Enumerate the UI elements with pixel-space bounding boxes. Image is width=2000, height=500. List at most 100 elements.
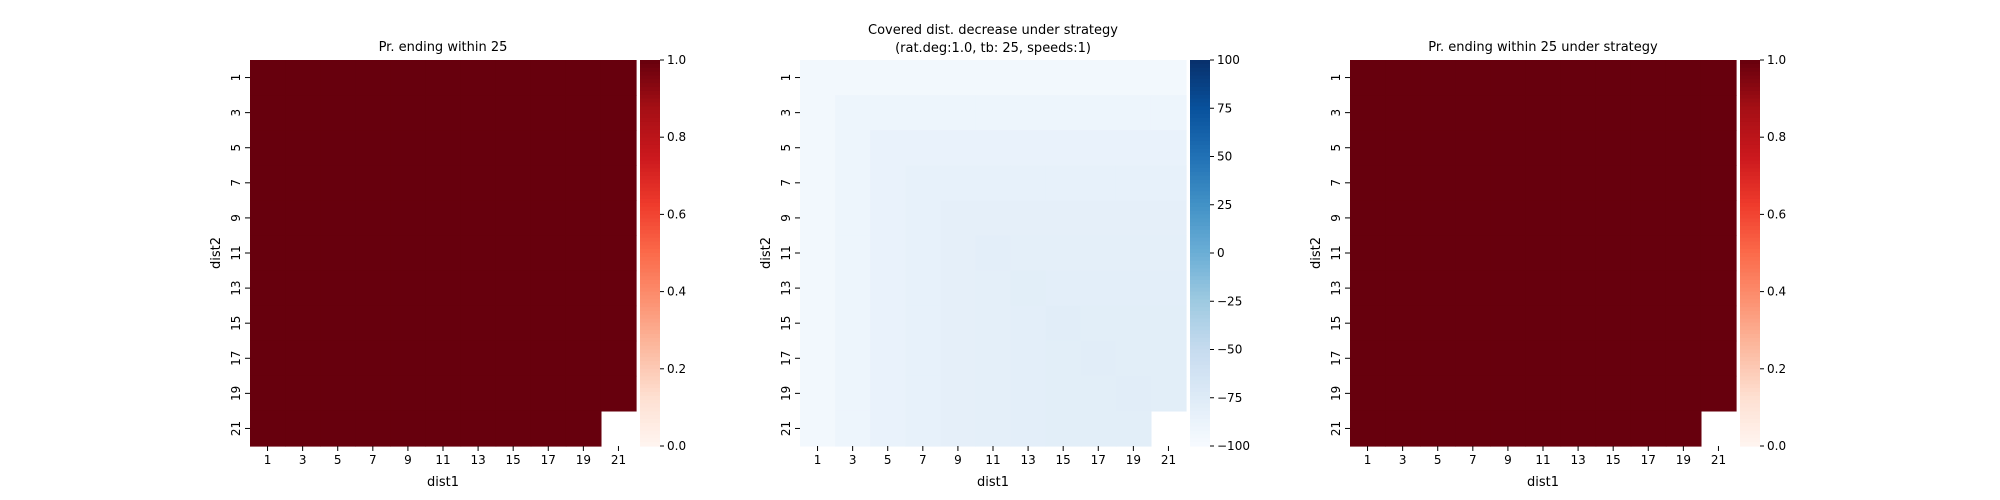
heatmap-cell	[1420, 340, 1456, 377]
colorbar-segment	[1190, 376, 1210, 381]
heatmap-cell	[835, 95, 871, 131]
colorbar-segment	[1190, 276, 1210, 281]
colorbar-segment	[1740, 434, 1760, 439]
colorbar-segment	[1740, 303, 1760, 308]
x-tick-label: 15	[1606, 453, 1621, 467]
colorbar-tick-label: 0.8	[667, 130, 686, 144]
colorbar-segment	[1190, 87, 1210, 92]
colorbar-segment	[640, 175, 660, 181]
x-tick-label: 1	[1364, 453, 1372, 467]
heatmap-cell	[1115, 130, 1152, 166]
x-tick-label: 21	[1161, 453, 1176, 467]
heatmap-cell	[1045, 375, 1082, 412]
heatmap-cell	[425, 305, 462, 342]
y-tick-label: 7	[229, 179, 243, 187]
colorbar-segment	[640, 345, 660, 351]
heatmap-cell	[800, 270, 836, 307]
heatmap-cell	[940, 60, 977, 96]
colorbar-segment	[1190, 291, 1210, 297]
colorbar-segment	[1190, 129, 1210, 134]
heatmap-cell	[940, 165, 977, 201]
heatmap-cell	[835, 270, 871, 307]
heatmap-cell	[565, 165, 602, 201]
heatmap-panel-2: Covered dist. decrease under strategy (ra…	[759, 23, 1250, 490]
colorbar-segment	[1740, 129, 1760, 134]
colorbar-segment	[640, 125, 660, 131]
heatmap-cell	[1080, 375, 1117, 412]
heatmap-cell	[1455, 60, 1491, 96]
heatmap-cell	[1150, 200, 1187, 237]
heatmap-cell	[1665, 305, 1702, 342]
x-tick-label: 17	[1091, 453, 1106, 467]
heatmap-cell	[1420, 165, 1456, 201]
colorbar-segment	[1190, 399, 1210, 405]
y-tick-label: 1	[229, 74, 243, 82]
heatmap-cell	[1525, 375, 1562, 412]
heatmap-cell	[530, 410, 567, 447]
heatmap-cell	[460, 200, 497, 237]
heatmap-cell	[285, 235, 321, 272]
colorbar-tick-label: 0.6	[1767, 207, 1786, 221]
colorbar-segment	[640, 322, 660, 327]
colorbar-segment	[1190, 171, 1210, 177]
heatmap-cell	[1595, 305, 1632, 342]
colorbar-segment	[1190, 349, 1210, 354]
colorbar-segment	[640, 299, 660, 304]
colorbar-segment	[1190, 141, 1210, 146]
heatmap-cell	[1150, 95, 1187, 131]
heatmap-cell	[425, 95, 462, 131]
heatmap-cell	[975, 130, 1012, 166]
heatmap-cell	[870, 60, 906, 96]
colorbar-segment	[1740, 229, 1760, 235]
heatmap-cell	[1700, 130, 1737, 166]
heatmap-cell	[1080, 305, 1117, 342]
heatmap-cell	[870, 270, 906, 307]
colorbar-segment	[1190, 125, 1210, 131]
colorbar-segment	[1190, 391, 1210, 397]
heatmap-cell	[1115, 235, 1152, 272]
heatmap-cell	[1010, 305, 1047, 342]
colorbar-segment	[640, 171, 660, 177]
heatmap-cell	[1385, 340, 1421, 377]
colorbar-segment	[1740, 260, 1760, 266]
heatmap-cell	[320, 95, 356, 131]
colorbar-segment	[1190, 160, 1210, 165]
colorbar-segment	[640, 388, 660, 393]
colorbar-segment	[1740, 345, 1760, 351]
colorbar-segment	[1740, 318, 1760, 324]
heatmap-cell	[565, 305, 602, 342]
colorbar-tick-label: 0.4	[667, 285, 686, 299]
colorbar-tick-label: 0.8	[1767, 130, 1786, 144]
colorbar-segment	[640, 137, 660, 142]
heatmap-cell	[1665, 165, 1702, 201]
y-axis-label: dist2	[209, 237, 224, 269]
x-tick-label: 7	[369, 453, 377, 467]
x-tick-label: 9	[1504, 453, 1512, 467]
colorbar-tick-label: 0.6	[667, 207, 686, 221]
x-tick-label: 7	[919, 453, 927, 467]
colorbar-segment	[1740, 156, 1760, 161]
heatmap-panel-1: Pr. ending within 251 3 5 7 9 11 13 15 17 19 21135…	[209, 40, 686, 490]
colorbar-segment	[1740, 442, 1760, 447]
colorbar-segment	[1190, 94, 1210, 100]
heatmap-cell	[530, 375, 567, 412]
heatmap-cell	[1350, 200, 1386, 237]
heatmap-cell	[600, 340, 637, 377]
heatmap-cell	[1560, 305, 1597, 342]
colorbar-segment	[1190, 210, 1210, 215]
heatmap-cell	[565, 375, 602, 412]
colorbar-tick-label: 100	[1217, 53, 1240, 67]
heatmap-cell	[1045, 60, 1082, 96]
heatmap-cell	[1385, 235, 1421, 272]
colorbar-segment	[1190, 249, 1210, 254]
heatmap-cell	[1420, 130, 1456, 166]
heatmap-cell	[1350, 270, 1386, 307]
heatmap-cell	[285, 200, 321, 237]
heatmap-cell	[800, 60, 836, 96]
colorbar-segment	[1740, 372, 1760, 378]
colorbar-segment	[1190, 318, 1210, 324]
heatmap-cell	[390, 235, 427, 272]
colorbar-segment	[1740, 67, 1760, 73]
heatmap-cell	[870, 235, 906, 272]
